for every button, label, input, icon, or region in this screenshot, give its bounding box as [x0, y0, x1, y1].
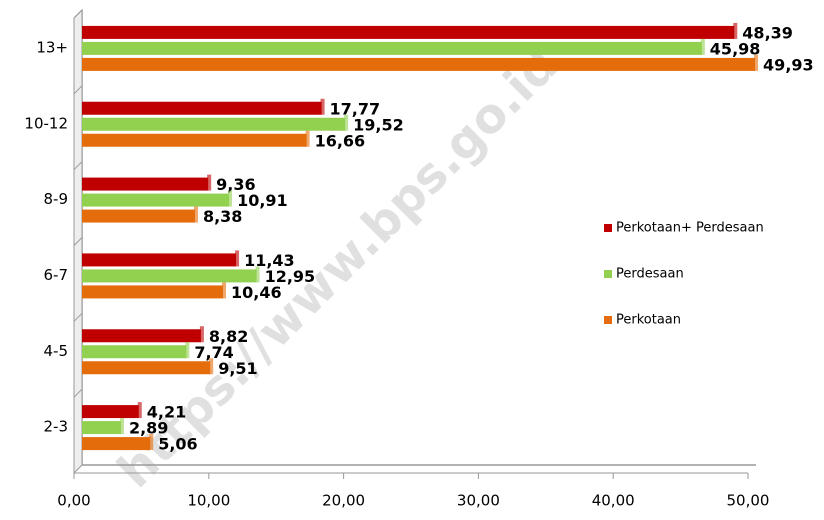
x-tick-label: 0,00	[57, 492, 90, 510]
value-label: 4,21	[147, 403, 186, 422]
bar-side	[199, 326, 204, 343]
legend-label: Perkotaan	[616, 313, 681, 328]
bar	[82, 177, 209, 191]
bar-side	[255, 266, 260, 283]
category-divider	[73, 237, 83, 246]
y-tick-label: 10-12	[24, 114, 68, 132]
bar	[82, 421, 121, 435]
value-label: 10,91	[237, 191, 288, 210]
y-tick-label: 8-9	[44, 190, 69, 208]
bar	[82, 285, 224, 299]
x-tick-label: 40,00	[592, 492, 635, 510]
bar	[82, 209, 195, 223]
value-label: 12,95	[265, 267, 316, 286]
x-tick-label: 20,00	[322, 492, 365, 510]
bar	[82, 25, 735, 39]
category-divider	[73, 85, 83, 95]
category-divider	[73, 161, 83, 171]
bar	[82, 269, 257, 283]
bar-side	[185, 342, 190, 359]
value-label: 9,36	[216, 175, 255, 194]
bar	[82, 405, 139, 419]
category-divider	[73, 388, 83, 398]
value-label: 19,52	[353, 115, 404, 134]
value-label: 17,77	[330, 99, 381, 118]
bar-side	[137, 402, 142, 419]
legend-swatch	[604, 316, 612, 324]
bar-side	[235, 250, 240, 267]
bar	[82, 133, 307, 147]
bar	[82, 117, 346, 131]
y-tick-label: 13+	[36, 38, 68, 56]
bar-side	[305, 130, 310, 147]
bar-side	[733, 22, 738, 39]
bar-side	[320, 98, 325, 115]
value-label: 10,46	[231, 283, 282, 302]
bar-side	[193, 206, 198, 223]
value-label: 9,51	[218, 359, 257, 378]
value-label: 7,74	[194, 343, 233, 362]
legend-swatch	[604, 270, 612, 278]
value-label: 8,82	[209, 327, 248, 346]
bar-side	[344, 114, 349, 131]
bar-side	[209, 358, 214, 375]
value-label: 16,66	[315, 131, 366, 150]
bar-side	[228, 190, 233, 207]
category-divider	[73, 9, 83, 19]
bar	[82, 253, 237, 267]
legend-label: Perkotaan+ Perdesaan	[616, 221, 764, 236]
bar	[82, 101, 322, 115]
y-tick-label: 6-7	[44, 266, 69, 284]
y-tick-label: 2-3	[44, 418, 69, 436]
bar	[82, 41, 702, 55]
value-label: 8,38	[203, 207, 242, 226]
bar	[82, 57, 756, 71]
bar	[82, 345, 187, 359]
value-label: 11,43	[244, 251, 295, 270]
value-label: 45,98	[710, 39, 761, 58]
x-tick-label: 50,00	[727, 492, 770, 510]
bar-side	[207, 174, 212, 191]
y-tick-label: 4-5	[44, 342, 69, 360]
bar-side	[222, 282, 227, 299]
value-label: 48,39	[742, 23, 793, 42]
bar	[82, 361, 211, 375]
bar-side	[700, 38, 705, 55]
category-divider	[73, 312, 83, 322]
value-label: 2,89	[129, 419, 168, 438]
bar-side	[754, 54, 759, 71]
x-tick-label: 30,00	[457, 492, 500, 510]
value-label: 49,93	[763, 55, 814, 74]
bar	[82, 193, 230, 207]
legend-swatch	[604, 224, 612, 232]
value-label: 5,06	[158, 435, 197, 454]
legend-label: Perdesaan	[616, 267, 684, 282]
bar-side	[119, 418, 124, 435]
bar	[82, 437, 151, 451]
bar-side	[149, 434, 154, 451]
x-tick-label: 10,00	[187, 492, 230, 510]
bar	[82, 329, 201, 343]
